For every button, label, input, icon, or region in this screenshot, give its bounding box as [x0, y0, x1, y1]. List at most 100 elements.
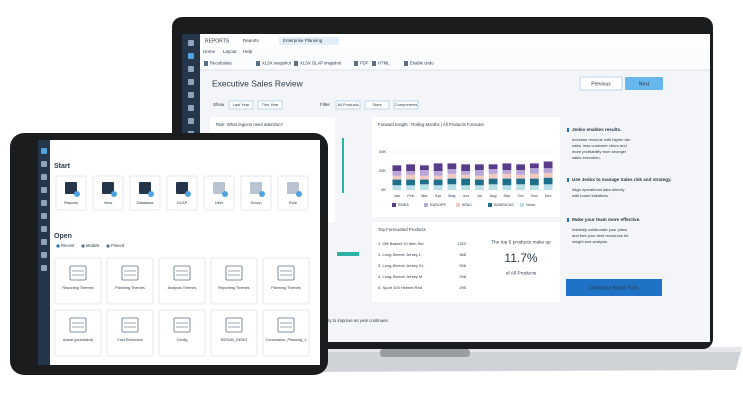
- start-item-label[interactable]: View: [104, 200, 113, 205]
- active-tab[interactable]: Enterprise Planning: [283, 38, 323, 43]
- file-tile-label[interactable]: Concession_Planning_2: [266, 338, 307, 342]
- x-tick-label: Jun: [463, 194, 469, 198]
- start-item-label[interactable]: User: [215, 200, 224, 205]
- toolbar-item[interactable]: XLSX OLAP snapshot: [300, 61, 342, 66]
- bar-segment: [543, 172, 553, 178]
- menu-item[interactable]: Layout: [223, 49, 237, 54]
- legend-label: APAC: [462, 203, 472, 207]
- toolbar-icon: [294, 61, 298, 66]
- filter-chip-label[interactable]: Components: [395, 102, 418, 107]
- file-tile-label[interactable]: Actual (persistent): [63, 338, 94, 342]
- legend-swatch: [456, 203, 460, 207]
- product-value: 1322: [457, 241, 467, 246]
- product-name: 3. Long-Sleeve Jersey XL: [378, 263, 425, 268]
- file-tile[interactable]: [158, 309, 206, 357]
- toolbar-item[interactable]: XLSX snapshot: [262, 61, 292, 66]
- start-icon-badge: [74, 191, 80, 197]
- file-tile-label[interactable]: Analysis Themes: [168, 286, 197, 290]
- toolbar-item[interactable]: Recalculate: [210, 61, 233, 66]
- bar-segment: [488, 169, 498, 174]
- start-item-label[interactable]: Reports: [64, 200, 78, 205]
- file-tile[interactable]: [106, 257, 154, 305]
- previous-button[interactable]: [579, 76, 623, 91]
- open-tab[interactable]: Recent: [61, 243, 75, 248]
- file-tile-label[interactable]: RESUB_DEMO: [221, 338, 248, 342]
- open-tab[interactable]: Pinned: [111, 243, 125, 248]
- file-tile[interactable]: [210, 309, 258, 357]
- start-icon: [176, 182, 188, 194]
- filter-chip-label[interactable]: Last Year: [233, 102, 250, 107]
- file-tile-label[interactable]: Cost Reduction: [117, 338, 143, 342]
- product-value: 295: [459, 285, 466, 290]
- filter-chip[interactable]: [335, 100, 361, 110]
- bar-segment: [392, 165, 402, 171]
- bar-segment: [474, 185, 484, 190]
- sidebar-icon: [188, 105, 194, 111]
- tablet-sidebar-icon: [41, 226, 47, 232]
- kpi-lead: The top 5 products make up: [491, 239, 551, 245]
- start-item-label[interactable]: Group: [250, 200, 262, 205]
- next-button[interactable]: [625, 77, 663, 90]
- bar-segment: [392, 179, 402, 186]
- file-tile[interactable]: [54, 257, 102, 305]
- y-tick-label: 40K: [379, 149, 386, 154]
- tab[interactable]: Reports: [243, 38, 260, 43]
- tablet-sidebar-icon: [41, 148, 47, 154]
- legend-swatch: [424, 203, 428, 207]
- start-icon-badge: [148, 191, 154, 197]
- file-tile-label[interactable]: Planning Themes: [115, 286, 145, 290]
- filter-chip[interactable]: [228, 100, 254, 110]
- toolbar-item[interactable]: Enable undo: [410, 61, 434, 66]
- insight-title: Use Jedox to manage Sales risk and strat…: [572, 177, 672, 182]
- menu-item[interactable]: Help: [243, 49, 253, 54]
- file-tile[interactable]: [262, 309, 310, 357]
- filter-chip[interactable]: [393, 100, 419, 110]
- product-name: 4. Long-Sleeve Jersey M: [378, 274, 422, 279]
- filter-chip-label[interactable]: All Products: [337, 102, 358, 107]
- bar-segment: [488, 184, 498, 190]
- bar-segment: [488, 164, 498, 170]
- insight-text: Increase revenue with higher win rates, l…: [572, 137, 630, 160]
- file-tile-label[interactable]: Config: [177, 338, 188, 342]
- bar-segment: [474, 179, 484, 186]
- tablet-sidebar-icon: [41, 239, 47, 245]
- file-tile-label[interactable]: Reporting Themes: [218, 286, 249, 290]
- next-label[interactable]: Next: [639, 81, 650, 87]
- tablet-sidebar-icon: [41, 174, 47, 180]
- bar-segment: [419, 175, 429, 180]
- file-tile[interactable]: [210, 257, 258, 305]
- filter-chip[interactable]: [257, 100, 283, 110]
- product-name: 1. Gift Basket 10 Item Set: [378, 241, 424, 246]
- previous-label[interactable]: Previous: [591, 81, 611, 87]
- menu-item[interactable]: Home: [203, 49, 216, 54]
- filter-chip[interactable]: [364, 100, 390, 110]
- product-value: 968: [459, 252, 466, 257]
- bar-segment: [474, 170, 484, 176]
- file-tile[interactable]: [158, 257, 206, 305]
- legend-swatch: [520, 203, 524, 207]
- bar-segment: [447, 169, 457, 174]
- file-tile[interactable]: [54, 309, 102, 357]
- bar-segment: [474, 164, 484, 171]
- bar-segment: [447, 184, 457, 190]
- start-item-label[interactable]: Database: [136, 200, 154, 205]
- x-tick-label: Jan: [394, 194, 400, 198]
- start-item-label[interactable]: OLAP: [177, 200, 188, 205]
- filter-chip-label[interactable]: This Year: [262, 102, 279, 107]
- filter-chip-label[interactable]: Store: [372, 102, 382, 107]
- toolbar-item[interactable]: PDF: [360, 61, 369, 66]
- x-tick-label: Feb: [407, 194, 414, 198]
- laptop-notch: [380, 349, 470, 357]
- start-icon: [287, 182, 299, 194]
- download-button[interactable]: [566, 279, 662, 296]
- file-tile[interactable]: [262, 257, 310, 305]
- toolbar-icon: [256, 61, 260, 66]
- file-tile-label[interactable]: Reporting Themes: [62, 286, 93, 290]
- file-tile-label[interactable]: Planning Themes: [271, 286, 301, 290]
- start-item-label[interactable]: Role: [289, 200, 298, 205]
- open-tab[interactable]: Models: [86, 243, 100, 248]
- toolbar-item[interactable]: HTML: [378, 61, 390, 66]
- download-label[interactable]: Download Board Pack: [589, 285, 639, 291]
- file-tile[interactable]: [106, 309, 154, 357]
- bar-segment: [502, 178, 512, 186]
